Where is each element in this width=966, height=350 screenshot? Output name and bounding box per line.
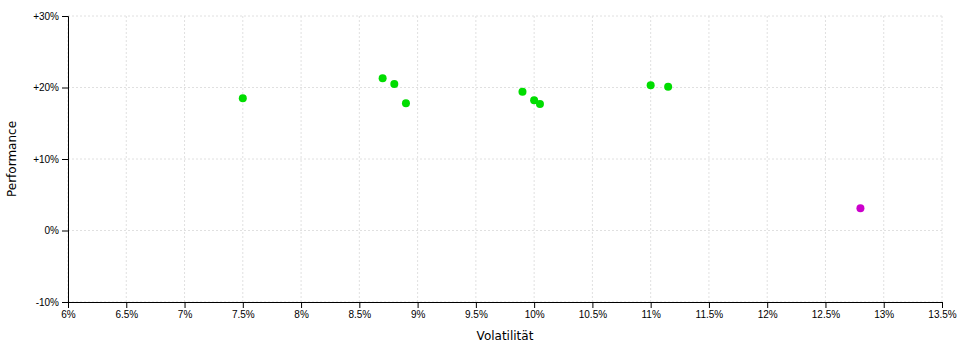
x-tick-mark [418, 302, 419, 308]
x-tick: 9% [411, 302, 426, 320]
x-tick-mark [534, 302, 535, 308]
x-tick-mark [709, 302, 710, 308]
point [664, 83, 672, 91]
x-tick-label: 13% [874, 309, 894, 320]
x-tick-label: 13.5% [928, 309, 956, 320]
x-tick: 11.5% [696, 302, 724, 320]
x-axis-title: Volatilität [477, 329, 534, 343]
x-tick-label: 7% [178, 309, 193, 320]
x-tick-label: 6.5% [115, 309, 138, 320]
y-tick-mark [62, 231, 68, 232]
x-tick-label: 6% [61, 309, 76, 320]
x-tick: 6.5% [115, 302, 138, 320]
y-grid-line [68, 159, 942, 160]
point [379, 74, 387, 82]
x-tick-mark [884, 302, 885, 308]
y-tick-label: 0% [45, 225, 60, 236]
point [239, 94, 247, 102]
x-tick-label: 12.5% [812, 309, 840, 320]
x-tick-label: 8% [294, 309, 309, 320]
x-tick: 13.5% [928, 302, 956, 320]
x-tick-mark [767, 302, 768, 308]
x-tick: 9.5% [465, 302, 488, 320]
x-tick: 12.5% [812, 302, 840, 320]
y-tick-label: +30% [33, 11, 59, 22]
x-tick-mark [476, 302, 477, 308]
y-grid-line [68, 16, 942, 17]
x-grid-line [767, 16, 768, 302]
x-grid-line [359, 16, 360, 302]
x-tick: 7% [178, 302, 193, 320]
y-grid-line [68, 230, 942, 231]
x-axis-line [69, 303, 943, 309]
x-tick-label: 8.5% [348, 309, 371, 320]
y-tick: -10% [36, 297, 68, 308]
y-tick-label: +20% [33, 82, 59, 93]
x-tick: 6% [61, 302, 76, 320]
y-grid-line [68, 87, 942, 88]
x-tick: 8.5% [348, 302, 371, 320]
x-tick-label: 7.5% [232, 309, 255, 320]
y-tick-mark [62, 302, 68, 303]
y-axis-title: Performance [5, 121, 19, 197]
x-tick: 12% [758, 302, 778, 320]
x-tick-label: 11.5% [696, 309, 724, 320]
y-tick-mark [62, 16, 68, 17]
x-tick-mark [126, 302, 127, 308]
chart: 6% 6.5% 7% 7.5% 8% 8.5% 9% 9.5% 10% 10.5% 11% 11.5%… [0, 0, 966, 350]
y-tick: +20% [33, 82, 68, 93]
x-tick-mark [185, 302, 186, 308]
x-tick-label: 10.5% [579, 309, 607, 320]
series [239, 74, 672, 108]
y-tick: 0% [45, 225, 68, 236]
x-tick: 10% [525, 302, 545, 320]
x-axis: 6% 6.5% 7% 7.5% 8% 8.5% 9% 9.5% 10% 10.5% 11% 11.5%… [61, 302, 957, 320]
x-tick: 8% [294, 302, 309, 320]
grid [68, 16, 942, 302]
x-tick-mark [942, 302, 943, 308]
series [856, 204, 864, 212]
y-axis-line [62, 17, 69, 303]
x-tick-label: 9% [411, 309, 426, 320]
y-tick-label: +10% [33, 154, 59, 165]
x-tick-mark [825, 302, 826, 308]
y-tick-mark [62, 159, 68, 160]
plot-area: 6% 6.5% 7% 7.5% 8% 8.5% 9% 9.5% 10% 10.5% 11% 11.5%… [5, 11, 957, 343]
marks [239, 74, 865, 212]
x-tick-label: 10% [525, 309, 545, 320]
y-tick: +30% [33, 11, 68, 22]
x-tick-mark [592, 302, 593, 308]
point [536, 100, 544, 108]
point [402, 99, 410, 107]
point [390, 80, 398, 88]
x-tick-mark [243, 302, 244, 308]
x-grid-line [650, 16, 651, 302]
x-grid-line [242, 16, 243, 302]
x-tick-label: 11% [642, 309, 661, 320]
point [647, 81, 655, 89]
point [518, 88, 526, 96]
x-tick-label: 9.5% [465, 309, 488, 320]
y-tick-label: -10% [36, 297, 59, 308]
y-tick-mark [62, 88, 68, 89]
point [856, 204, 864, 212]
x-tick-mark [301, 302, 302, 308]
x-tick-mark [359, 302, 360, 308]
x-tick: 7.5% [232, 302, 255, 320]
y-axis: -10% 0% +10% +20% +30% [33, 11, 68, 308]
x-tick: 11% [642, 302, 661, 320]
x-tick: 10.5% [579, 302, 607, 320]
x-tick: 13% [874, 302, 894, 320]
x-tick-label: 12% [758, 309, 778, 320]
y-tick: +10% [33, 154, 68, 165]
x-tick-mark [651, 302, 652, 308]
